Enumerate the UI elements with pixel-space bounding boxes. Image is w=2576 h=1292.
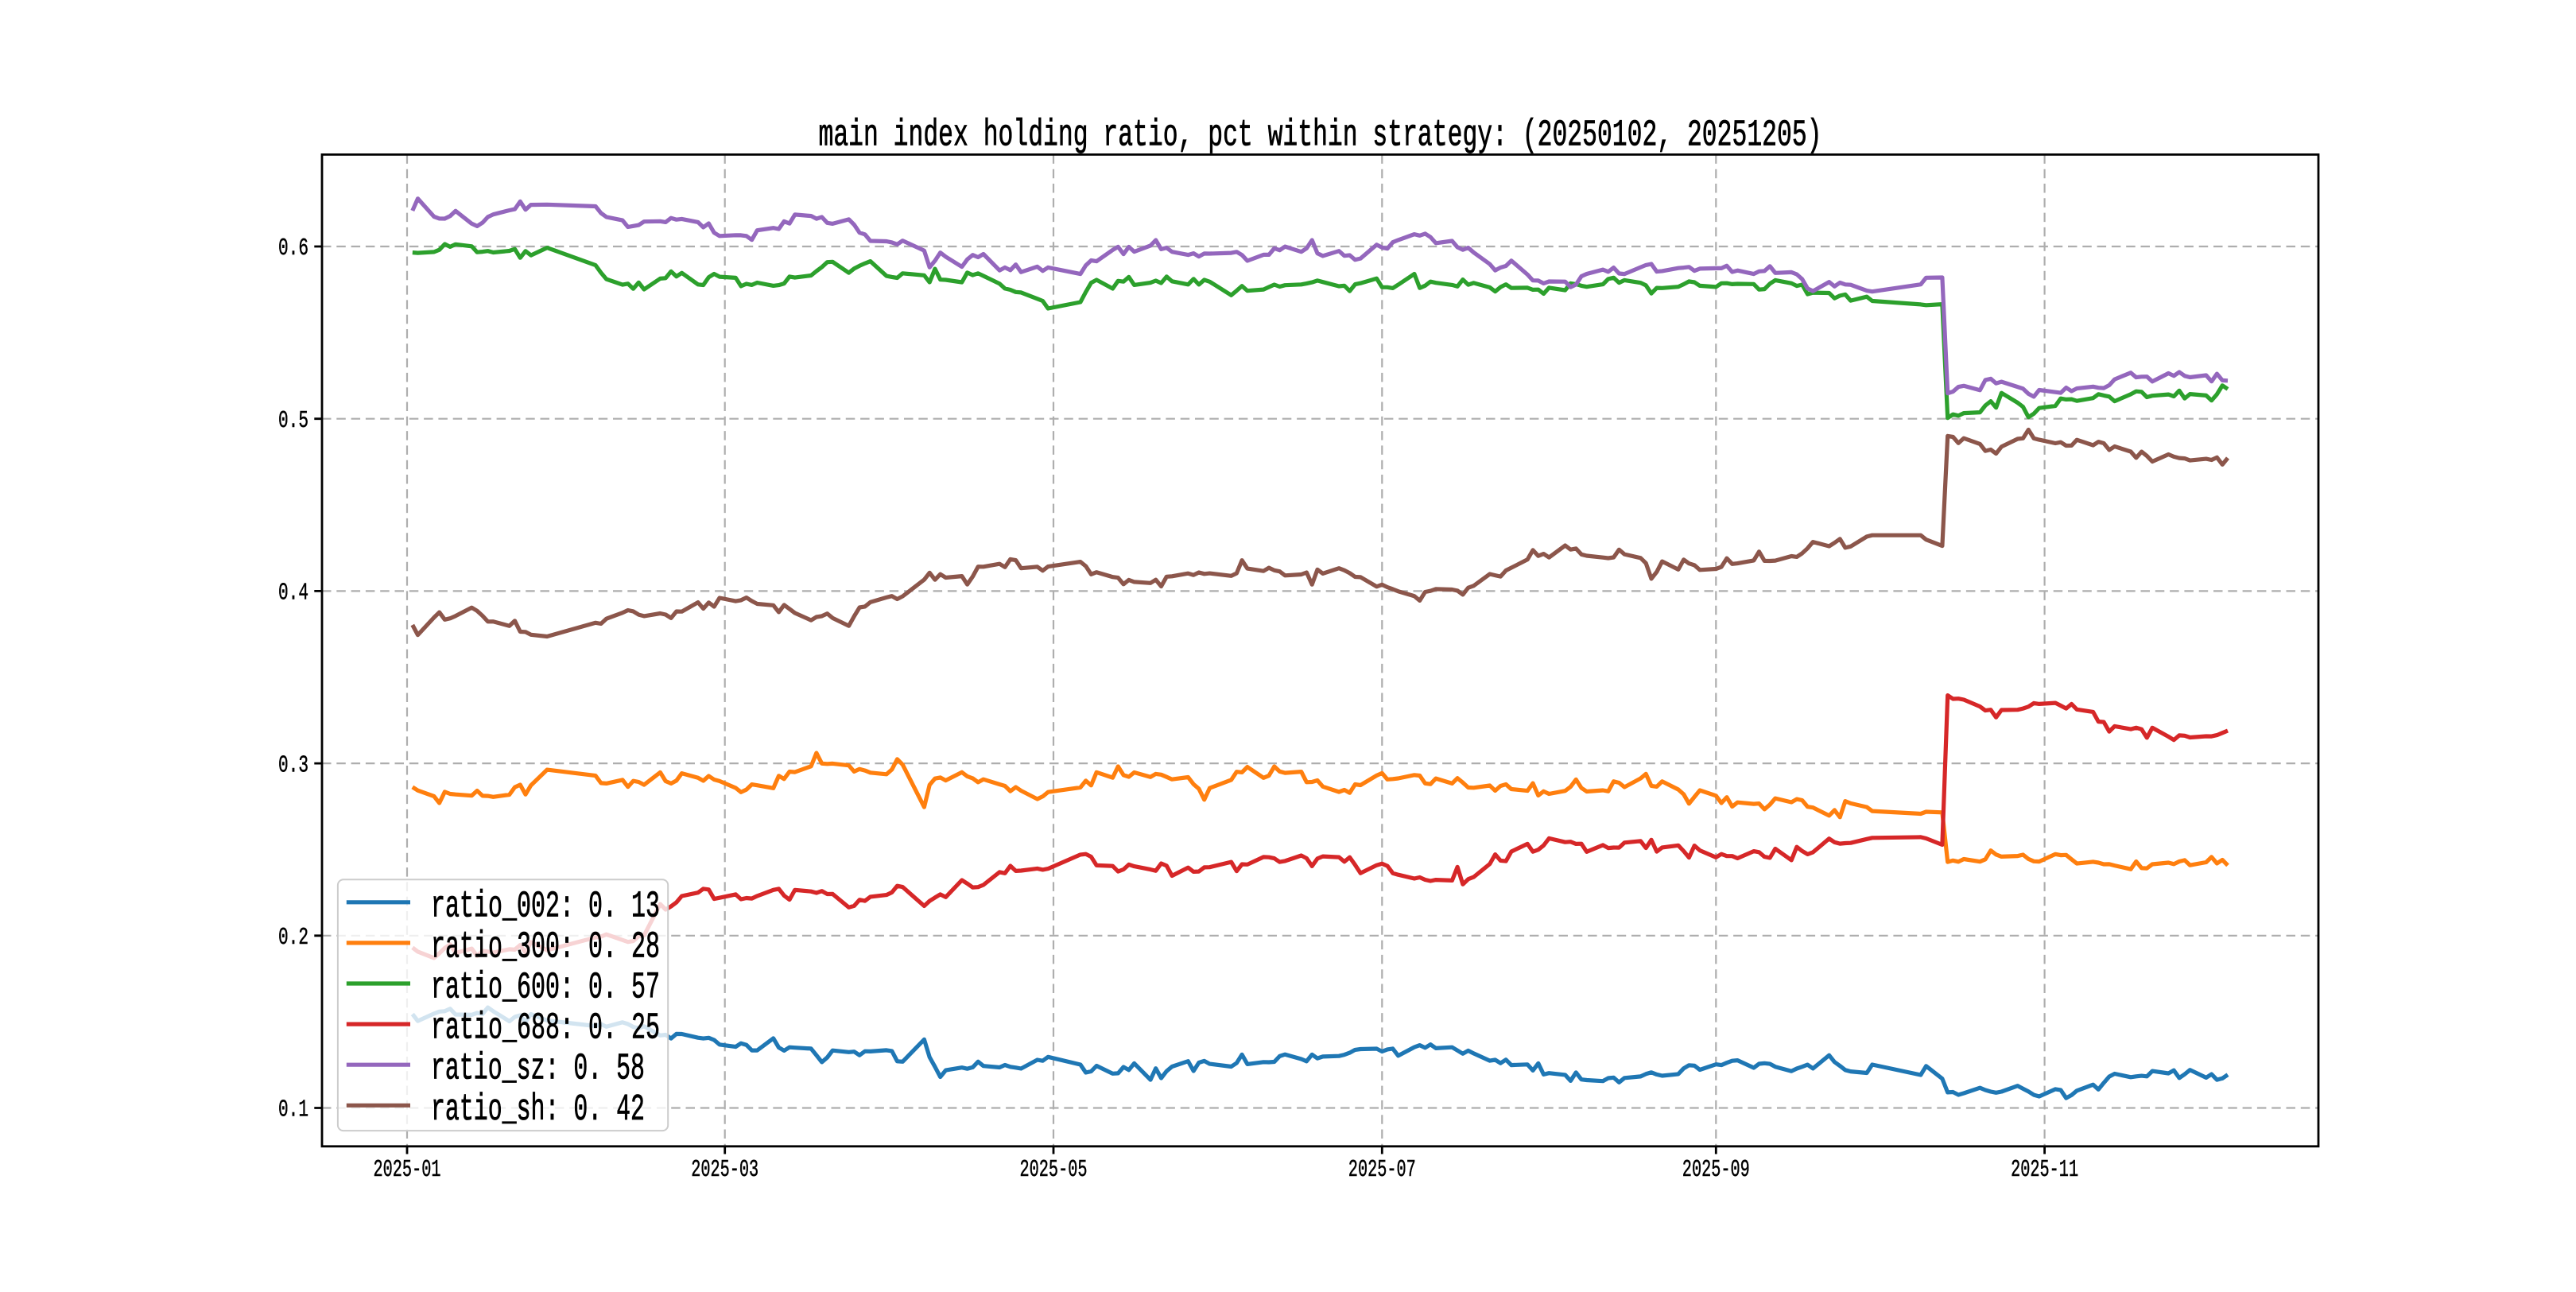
svg-text:ratio_300: 0. 28: ratio_300: 0. 28	[431, 925, 660, 968]
svg-text:2025-07: 2025-07	[1348, 1156, 1416, 1184]
svg-text:2025-03: 2025-03	[691, 1156, 758, 1184]
svg-text:0.4: 0.4	[278, 580, 308, 607]
svg-text:0.6: 0.6	[278, 235, 308, 262]
svg-text:2025-01: 2025-01	[374, 1156, 441, 1184]
svg-text:2025-05: 2025-05	[1020, 1156, 1088, 1184]
svg-text:main index holding ratio, pct: main index holding ratio, pct within str…	[819, 114, 1822, 157]
svg-text:ratio_002: 0. 13: ratio_002: 0. 13	[431, 885, 660, 928]
svg-text:ratio_600: 0. 57: ratio_600: 0. 57	[431, 967, 660, 1010]
svg-text:0.1: 0.1	[278, 1096, 308, 1124]
svg-text:0.5: 0.5	[278, 407, 308, 435]
svg-text:2025-11: 2025-11	[2011, 1156, 2078, 1184]
svg-text:2025-09: 2025-09	[1682, 1156, 1750, 1184]
svg-text:0.3: 0.3	[278, 751, 308, 779]
svg-text:0.2: 0.2	[278, 924, 308, 952]
svg-text:ratio_688: 0. 25: ratio_688: 0. 25	[431, 1007, 660, 1050]
svg-text:ratio_sz: 0. 58: ratio_sz: 0. 58	[431, 1048, 645, 1091]
svg-text:ratio_sh: 0. 42: ratio_sh: 0. 42	[431, 1088, 645, 1131]
